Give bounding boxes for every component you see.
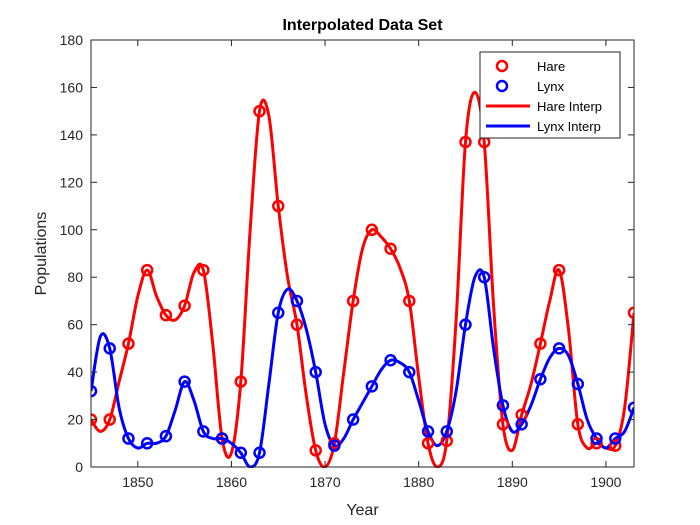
data-point-lynx (627, 401, 634, 414)
data-point-hare (571, 418, 585, 431)
x-tick-label: 1880 (403, 474, 434, 490)
x-tick-label: 1870 (309, 474, 340, 490)
data-point-lynx (271, 306, 285, 320)
legend-hare-interp-label: Hare Interp (537, 99, 602, 114)
data-point-hare (159, 308, 173, 322)
data-point-hare (365, 223, 379, 237)
legend-entry-hare-interp: Hare Interp (486, 99, 602, 114)
y-tick-label: 160 (60, 79, 84, 95)
x-tick-label: 1860 (216, 474, 247, 490)
legend: Hare Lynx Hare Interp Lynx Interp (479, 51, 621, 139)
data-point-lynx (459, 318, 472, 331)
data-point-lynx (609, 432, 622, 445)
legend-lynx-label: Lynx (537, 79, 564, 94)
data-point-lynx (234, 446, 248, 460)
legend-entry-lynx-interp: Lynx Interp (486, 119, 601, 134)
legend-entry-hare: Hare (495, 59, 565, 74)
data-point-hare (103, 413, 116, 426)
series-lynx-markers (91, 270, 634, 460)
data-point-lynx (103, 342, 116, 355)
data-point-hare (253, 104, 266, 118)
data-point-lynx (215, 432, 229, 445)
axes-box (90, 39, 635, 468)
legend-hare-label: Hare (537, 59, 565, 74)
data-point-hare (609, 439, 622, 452)
legend-entry-lynx: Lynx (495, 79, 564, 94)
data-point-lynx (346, 413, 360, 426)
data-point-hare (403, 294, 416, 308)
y-tick-label: 60 (67, 317, 83, 333)
data-point-hare (552, 263, 566, 277)
data-point-lynx (290, 294, 304, 308)
data-point-lynx (552, 342, 566, 355)
data-point-lynx (384, 354, 397, 367)
data-point-lynx (571, 377, 585, 391)
y-tick-label: 20 (67, 412, 83, 428)
legend-hare-marker (495, 59, 509, 73)
data-point-lynx (140, 437, 154, 450)
y-tick-label: 120 (60, 174, 84, 190)
data-point-hare (309, 444, 322, 457)
data-point-hare (627, 306, 634, 320)
x-tick-label: 1890 (497, 474, 528, 490)
data-point-hare (496, 418, 510, 431)
legend-lynx-marker (495, 79, 509, 93)
data-point-lynx (365, 380, 379, 393)
data-point-hare (234, 375, 248, 388)
data-point-lynx (159, 429, 173, 443)
legend-lynx-interp-label: Lynx Interp (537, 119, 601, 134)
y-tick-label: 40 (67, 364, 83, 380)
data-point-lynx (440, 425, 454, 438)
data-point-hare (140, 263, 154, 277)
y-tick-label: 0 (75, 459, 83, 475)
series-layer (91, 90, 634, 468)
data-point-hare (271, 199, 285, 213)
y-tick-label: 140 (60, 127, 84, 143)
data-point-hare (122, 337, 135, 350)
axes-layer: 1850 1860 1870 1880 1890 1900 0 20 40 60 80 100 120 1… (60, 32, 635, 490)
data-point-lynx (477, 270, 491, 284)
data-point-hare (534, 337, 547, 350)
data-point-hare (178, 299, 191, 312)
data-point-lynx (178, 375, 191, 388)
data-point-hare (346, 294, 360, 308)
y-tick-label: 80 (67, 269, 83, 285)
x-tick-label: 1850 (122, 474, 153, 490)
data-point-hare (384, 242, 397, 256)
chart-title: Interpolated Data Set (282, 17, 443, 34)
data-point-lynx (534, 372, 547, 386)
series-line-hare-interp (91, 90, 634, 468)
y-axis-label: Populations (33, 212, 50, 296)
x-axis-label: Year (346, 502, 379, 519)
data-point-lynx (496, 399, 510, 412)
data-point-lynx (515, 418, 528, 431)
data-point-hare (459, 135, 472, 149)
data-point-lynx (328, 439, 341, 452)
x-tick-label: 1900 (590, 474, 621, 490)
data-point-lynx (253, 446, 266, 460)
legend-box (479, 51, 621, 139)
data-point-lynx (309, 365, 322, 379)
data-point-lynx (197, 425, 210, 438)
data-point-lynx (590, 432, 603, 445)
y-tick-label: 100 (60, 222, 84, 238)
data-point-hare (197, 263, 210, 277)
data-point-lynx (403, 365, 416, 379)
data-point-lynx (122, 432, 135, 445)
data-point-hare (421, 437, 435, 450)
y-tick-label: 180 (60, 32, 84, 48)
data-point-hare (590, 437, 603, 450)
data-point-lynx (421, 425, 435, 438)
data-point-lynx (91, 384, 98, 398)
data-point-hare (290, 318, 304, 331)
